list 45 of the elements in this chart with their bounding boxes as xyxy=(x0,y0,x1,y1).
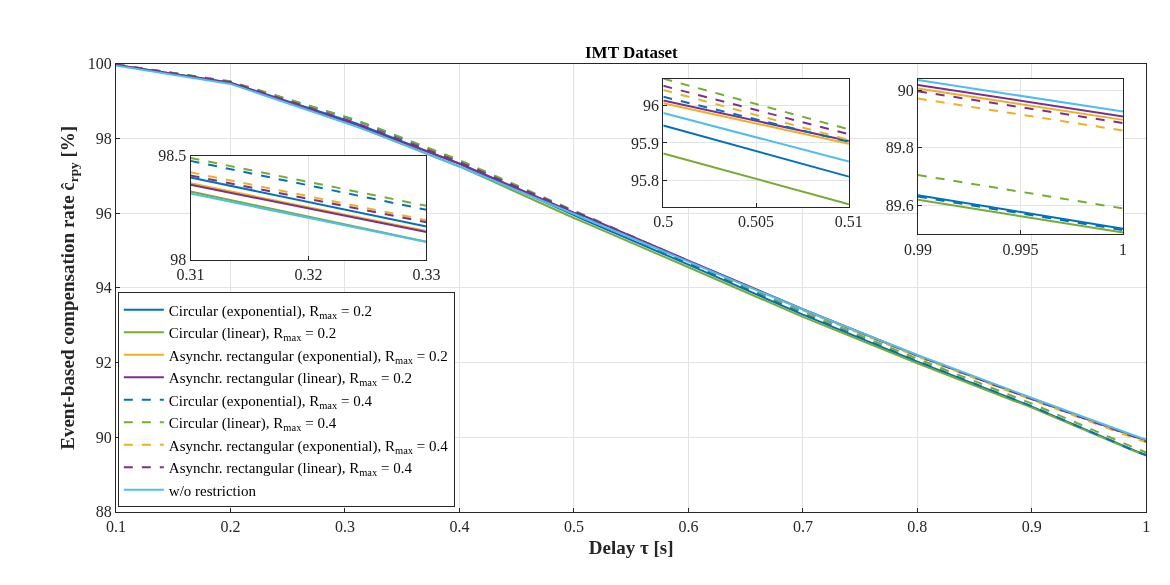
y-tick-label: 89.8 xyxy=(885,139,914,157)
y-tick-label: 88 xyxy=(95,503,112,521)
x-tick-label: 0.99 xyxy=(903,240,932,258)
y-tick-label: 94 xyxy=(95,279,112,297)
x-tick-label: 0.6 xyxy=(678,518,699,536)
x-tick-label: 0.9 xyxy=(1021,518,1042,536)
y-tick-label: 90 xyxy=(95,428,112,446)
x-tick-label: 1 xyxy=(1119,240,1128,258)
legend-label: Circular (linear), R$_{max}$ = 0.4 xyxy=(168,415,337,434)
y-tick-label: 98 xyxy=(95,130,112,148)
y-tick-label: 90 xyxy=(897,81,914,99)
y-tick-label: 92 xyxy=(95,354,112,372)
legend-label: Asynchr. rectangular (exponential), R$_{max}$ = 0.2 xyxy=(168,347,448,366)
x-tick-label: 0.33 xyxy=(412,266,441,284)
y-tick-label: 95.9 xyxy=(631,134,660,152)
legend-label: Circular (linear), R$_{max}$ = 0.2 xyxy=(168,325,337,344)
x-tick-label: 0.1 xyxy=(105,518,126,536)
x-tick-label: 0.5 xyxy=(653,213,674,231)
legend-label: Circular (exponential), R$_{max}$ = 0.2 xyxy=(168,302,372,321)
legend-label: Circular (exponential), R$_{max}$ = 0.4 xyxy=(168,392,373,411)
legend-label: Asynchr. rectangular (exponential), R$_{max}$ = 0.4 xyxy=(168,437,449,456)
y-tick-label: 96 xyxy=(643,96,660,114)
y-tick-label: 98 xyxy=(170,251,187,269)
x-tick-label: 0.4 xyxy=(449,518,470,536)
x-tick-label: 0.32 xyxy=(294,266,323,284)
x-tick-label: 0.995 xyxy=(1002,240,1039,258)
x-axis-title: Delay τ [s] xyxy=(588,536,674,558)
y-tick-label: 89.6 xyxy=(885,197,914,215)
x-tick-label: 0.7 xyxy=(792,518,813,536)
legend-label: Asynchr. rectangular (linear), R$_{max}$ = 0.4 xyxy=(168,460,413,479)
x-tick-label: 0.3 xyxy=(334,518,355,536)
legend-label: Asynchr. rectangular (linear), R$_{max}$ = 0.2 xyxy=(168,370,412,389)
x-tick-label: 0.31 xyxy=(176,266,205,284)
x-tick-label: 0.505 xyxy=(738,213,775,231)
x-tick-label: 0.2 xyxy=(220,518,241,536)
y-tick-label: 95.8 xyxy=(631,172,660,190)
x-tick-label: 0.51 xyxy=(834,213,863,231)
x-tick-label: 0.5 xyxy=(563,518,584,536)
y-tick-label: 96 xyxy=(95,204,112,222)
legend-label: w/o restriction xyxy=(168,482,257,499)
x-tick-label: 0.8 xyxy=(907,518,928,536)
chart-title: IMT Dataset xyxy=(585,43,679,62)
y-tick-label: 98.5 xyxy=(158,147,187,165)
x-tick-label: 1 xyxy=(1142,518,1151,536)
y-tick-label: 100 xyxy=(87,55,112,73)
